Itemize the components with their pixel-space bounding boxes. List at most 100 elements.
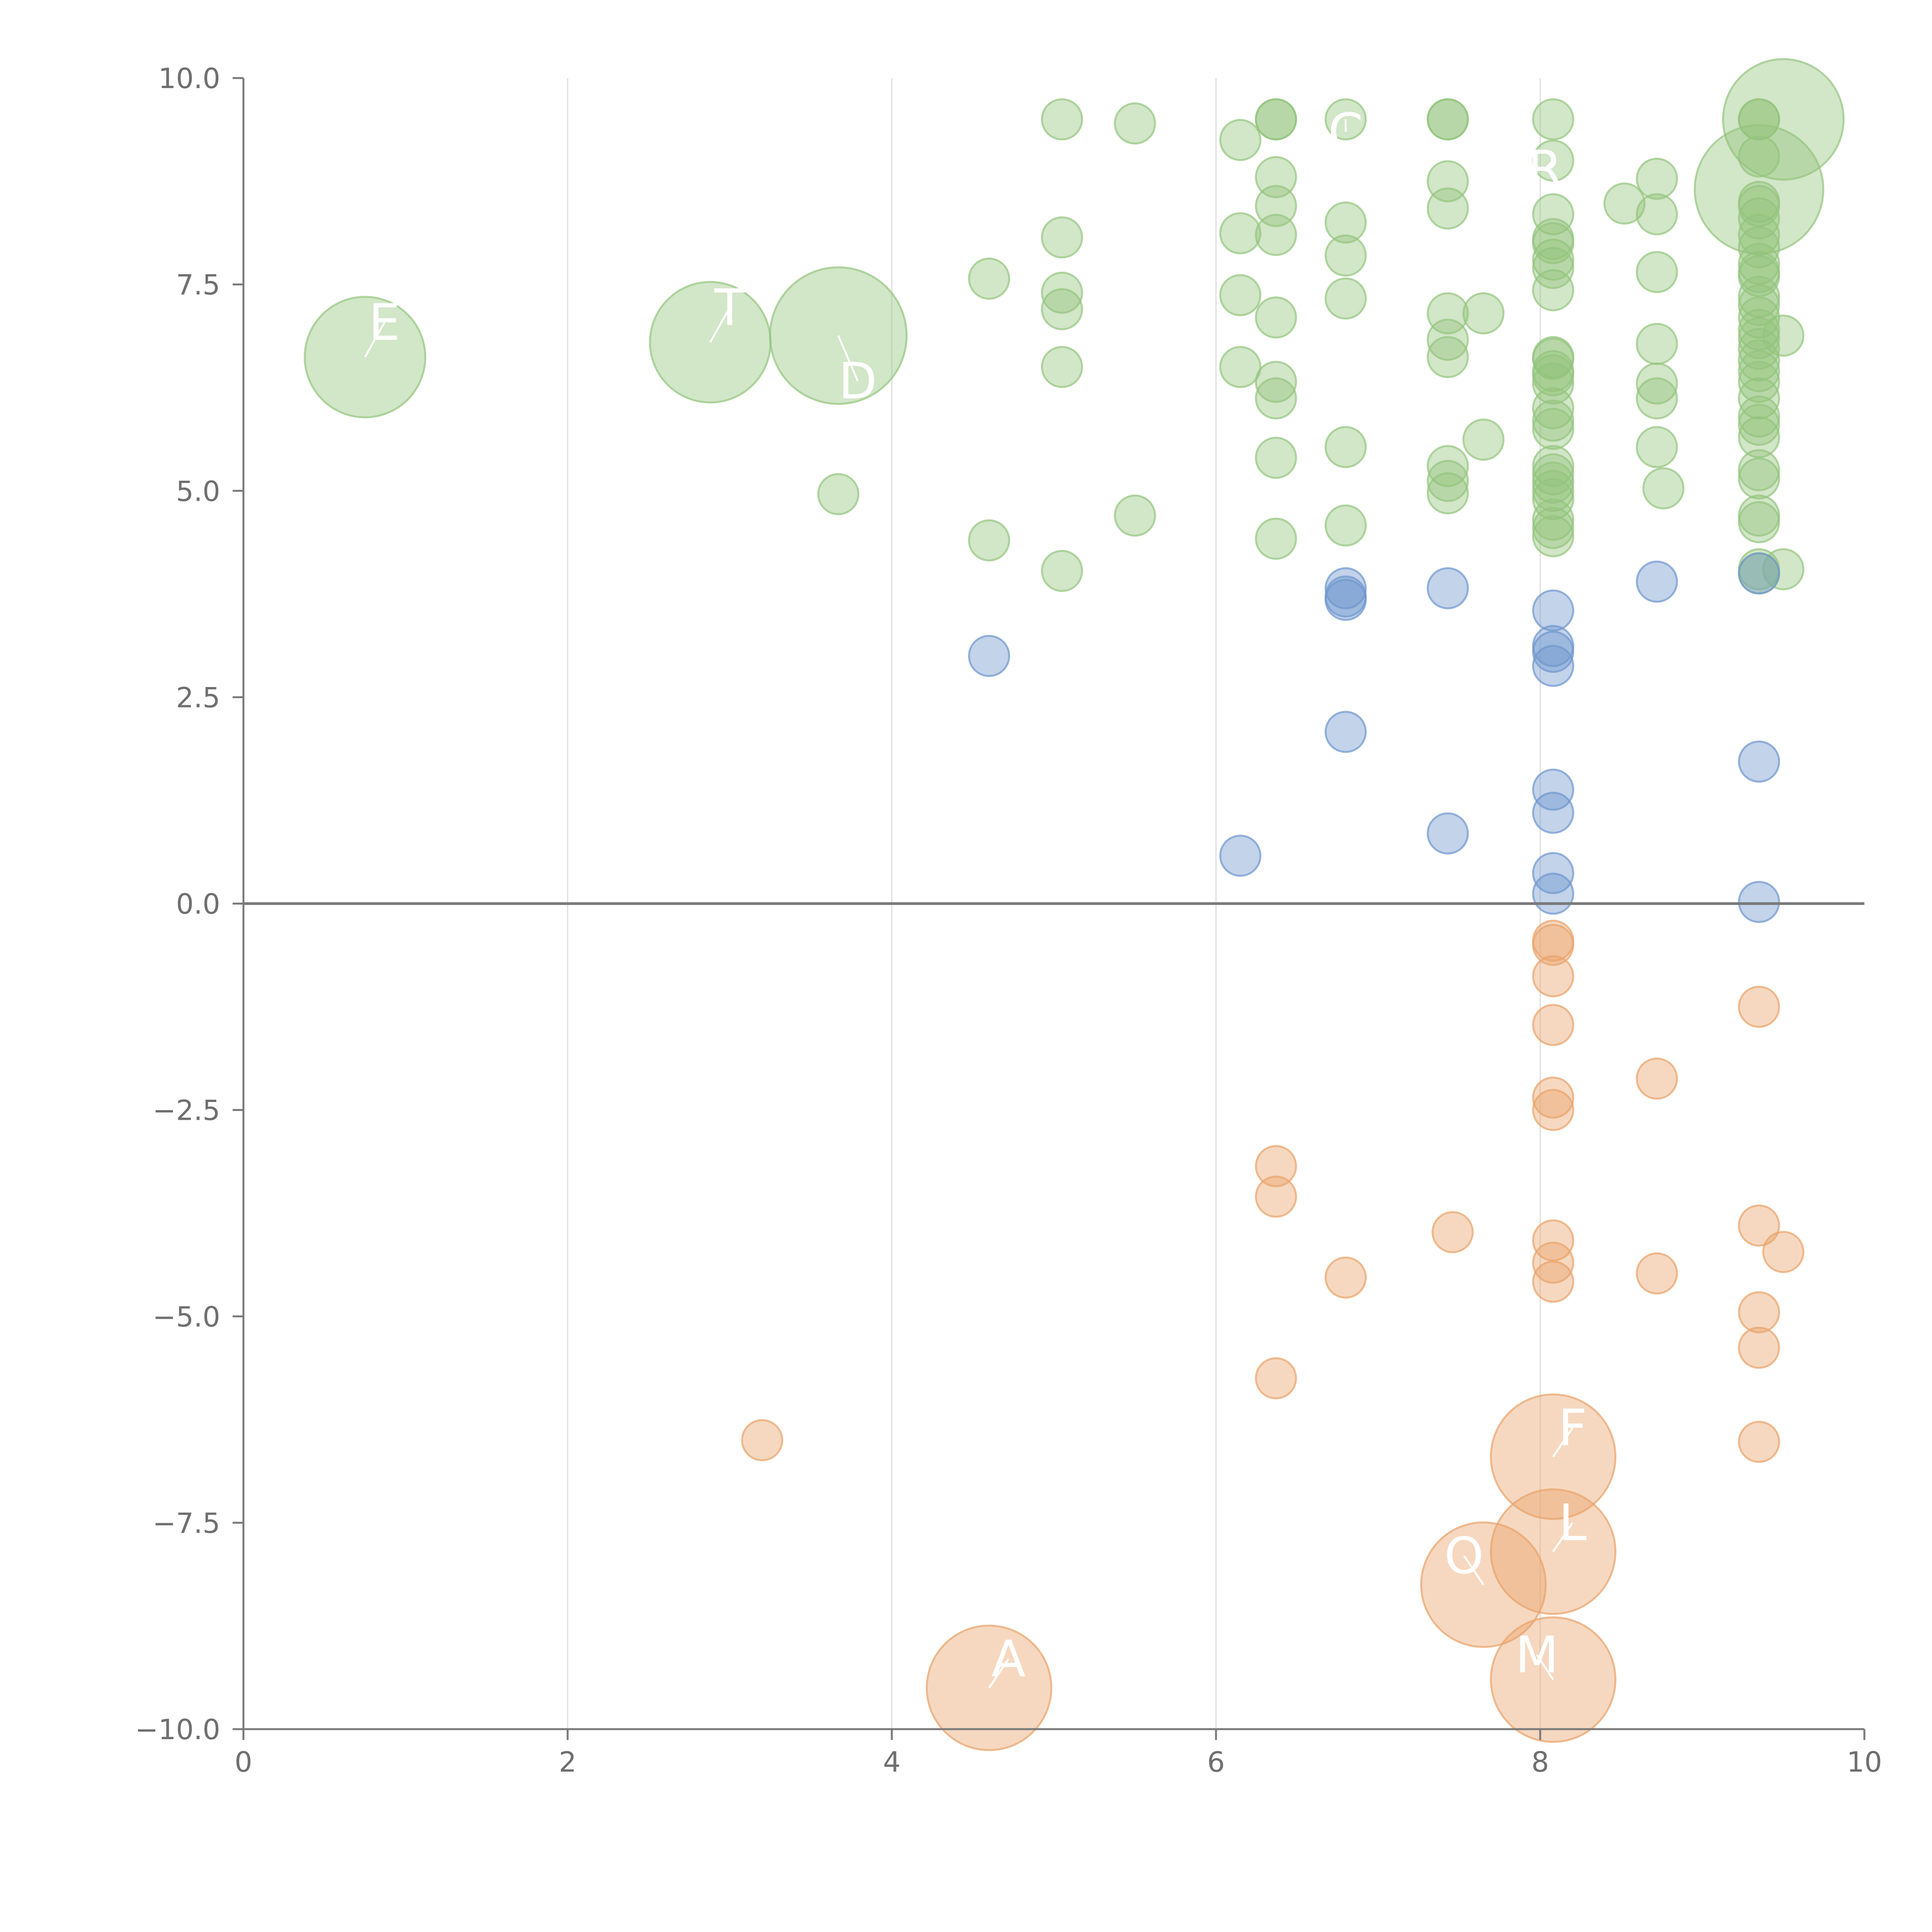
data-point-orange-5 <box>1636 1057 1678 1100</box>
data-point-green-61 <box>1041 346 1083 388</box>
annotation-label: E <box>369 293 400 352</box>
data-point-green-1 <box>1114 102 1156 145</box>
annotation-label: A <box>992 1629 1026 1688</box>
data-point-green-42 <box>1325 277 1367 320</box>
x-tick-label: 6 <box>1207 1746 1225 1778</box>
data-point-orange-15 <box>1762 1231 1804 1273</box>
data-point-blue-15 <box>1427 812 1469 855</box>
annotation-label: T <box>714 278 745 337</box>
data-point-green-78 <box>1738 416 1780 458</box>
data-point-blue-16 <box>1219 835 1262 877</box>
data-point-orange-13 <box>1532 1242 1575 1284</box>
data-point-orange-14 <box>1532 1260 1575 1303</box>
data-point-orange-19 <box>1738 1327 1780 1369</box>
data-point-green-49 <box>1462 292 1505 335</box>
data-point-orange-22 <box>1738 1420 1780 1463</box>
data-point-blue-6 <box>1532 589 1575 632</box>
annotation-leader-9 <box>988 1658 1010 1689</box>
data-point-green-82 <box>1255 437 1297 479</box>
data-point-blue-5 <box>1738 552 1780 595</box>
data-point-green-24 <box>1041 216 1083 259</box>
data-point-orange-20 <box>1255 1357 1297 1400</box>
data-point-green-58 <box>1738 328 1780 370</box>
data-point-orange-16 <box>1325 1256 1367 1299</box>
data-point-green-62 <box>1219 346 1262 388</box>
data-point-orange-7 <box>1532 1089 1575 1131</box>
data-point-blue-18 <box>1532 872 1575 915</box>
data-point-green-95 <box>1114 494 1156 537</box>
data-point-green-45 <box>1738 284 1780 327</box>
y-tick-label: 2.5 <box>176 681 220 714</box>
data-point-blue-3 <box>1427 567 1469 609</box>
annotation-leader-7 <box>1463 1555 1485 1585</box>
data-point-green-13 <box>1255 156 1297 198</box>
x-tick-label: 10 <box>1847 1746 1882 1778</box>
y-tick-label: 0.0 <box>176 888 220 920</box>
data-point-green-94 <box>817 473 860 515</box>
data-point-green-96 <box>1325 504 1367 547</box>
data-point-orange-10 <box>1431 1211 1474 1253</box>
data-point-green-34 <box>1532 247 1575 289</box>
data-point-green-92 <box>1738 457 1780 500</box>
annotation-leader-6 <box>1552 1522 1573 1553</box>
data-point-orange-2 <box>1532 955 1575 998</box>
data-point-green-15 <box>1636 158 1678 200</box>
data-point-orange-8 <box>1255 1145 1297 1187</box>
data-point-green-93 <box>1642 467 1685 510</box>
data-point-green-16 <box>1255 185 1297 227</box>
data-point-orange-1 <box>1532 923 1575 966</box>
data-point-green-7 <box>1427 98 1469 141</box>
data-point-green-84 <box>1427 460 1469 502</box>
data-point-green-102 <box>968 519 1010 561</box>
data-point-green-30 <box>1738 214 1780 256</box>
data-point-green-54 <box>1427 318 1469 361</box>
annotation-leader-1 <box>709 307 731 343</box>
data-point-green-38 <box>968 257 1010 300</box>
x-tick-label: 8 <box>1531 1746 1549 1778</box>
data-points <box>304 58 1845 1751</box>
data-point-green-57 <box>1636 323 1678 365</box>
data-point-green-85 <box>1427 472 1469 515</box>
data-point-blue-19 <box>1738 881 1780 923</box>
data-point-green-80 <box>1325 426 1367 468</box>
annotation-labels: E T D C R FL OM A <box>364 102 1587 1689</box>
data-point-green-77 <box>1738 403 1780 446</box>
data-point-green-2 <box>1219 119 1262 161</box>
annotation-label: F <box>1558 1398 1587 1457</box>
data-point-green-12 <box>1738 135 1780 178</box>
data-point-orange-9 <box>1255 1175 1297 1218</box>
y-tick-label: 10.0 <box>158 62 220 95</box>
x-tick-label: 2 <box>559 1746 577 1778</box>
data-point-green-67 <box>1532 362 1575 405</box>
data-point-blue-2 <box>1325 578 1367 621</box>
data-point-green-20 <box>1636 193 1678 236</box>
data-point-green-56 <box>1532 337 1575 380</box>
y-tick-label: −7.5 <box>153 1507 220 1539</box>
y-tick-label: −10.0 <box>135 1713 220 1746</box>
data-point-green-19 <box>1603 182 1646 225</box>
data-point-blue-8 <box>1532 631 1575 673</box>
data-point-green-27 <box>1325 201 1367 244</box>
data-point-green-104 <box>1041 549 1083 592</box>
data-point-green-47 <box>1255 296 1297 339</box>
data-point-orange-12 <box>1532 1219 1575 1262</box>
y-tick-label: −2.5 <box>153 1094 220 1127</box>
data-point-blue-13 <box>1532 769 1575 811</box>
data-point-green-31 <box>1738 226 1780 269</box>
data-point-orange-3 <box>1738 986 1780 1028</box>
data-point-green-64 <box>1255 377 1297 420</box>
data-point-green-79 <box>1462 418 1505 461</box>
axes: 0 2 4 6 8 10 10.0 7.5 5.0 2.5 0.0 −2.5 −5.0 −7.5 −10.0 <box>135 62 1882 1778</box>
data-point-green-75 <box>1532 408 1575 450</box>
data-point-green-68 <box>1636 362 1678 405</box>
data-point-green-26 <box>1255 214 1297 256</box>
data-point-green-71 <box>1738 361 1780 403</box>
data-point-blue-9 <box>1532 645 1575 687</box>
data-point-green-22 <box>1738 197 1780 240</box>
data-point-blue-12 <box>1738 740 1780 783</box>
y-tick-label: −5.0 <box>153 1301 220 1333</box>
annotation-leader-4 <box>1544 160 1554 170</box>
y-tick-label: 5.0 <box>176 475 220 507</box>
data-point-green-8 <box>1532 98 1575 141</box>
